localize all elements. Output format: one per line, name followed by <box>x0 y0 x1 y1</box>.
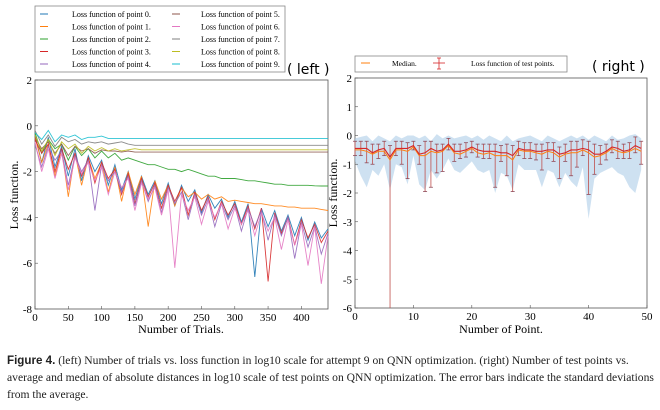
x-tick-label: 40 <box>583 311 595 323</box>
y-tick-label: -3 <box>343 217 353 229</box>
median-line <box>355 144 642 161</box>
series-line-point-4 <box>34 143 329 259</box>
left-x-axis-label: Number of Trials. <box>138 322 224 336</box>
legend-label-point-6: Loss function of point 6. <box>201 23 280 32</box>
y-tick-label: -4 <box>23 212 33 224</box>
y-tick-label: 2 <box>347 73 353 85</box>
series-line-point-0 <box>34 134 329 277</box>
series-line-point-9 <box>34 129 328 143</box>
y-tick-label: -6 <box>23 258 33 270</box>
x-tick-label: 350 <box>260 312 277 324</box>
y-tick-label: -6 <box>343 303 353 315</box>
y-tick-label: 0 <box>27 121 33 133</box>
left-y-axis-label: Loss function. <box>7 161 21 230</box>
y-tick-label: -4 <box>343 246 353 258</box>
right-y-axis-label: Loss function. <box>326 159 340 228</box>
mean-line <box>355 143 642 159</box>
y-tick-label: -2 <box>23 167 32 179</box>
x-tick-label: 400 <box>293 312 310 324</box>
y-tick-label: 2 <box>27 75 33 87</box>
series-line-point-2 <box>34 132 328 187</box>
legend-label-point-4: Loss function of point 4. <box>72 60 151 69</box>
y-tick-label: -5 <box>343 274 353 286</box>
y-tick-label: 1 <box>347 102 353 114</box>
series-line-point-5 <box>34 137 328 157</box>
right-x-axis-label: Number of Point. <box>459 322 543 336</box>
legend-label-point-3: Loss function of point 3. <box>72 48 151 57</box>
series-line-point-8 <box>34 134 328 157</box>
y-tick-label: -2 <box>343 188 352 200</box>
legend-label-point-9: Loss function of point 9. <box>201 60 280 69</box>
right-chart: 0 10 20 30 40 50 -6 -5 -4 -3 -2 -1 0 1 2 Number of Poi… <box>326 73 653 336</box>
x-tick-label: 0 <box>352 311 358 323</box>
legend-errorbar-swatch <box>433 57 445 70</box>
x-tick-label: 10 <box>408 311 420 323</box>
y-tick-label: -8 <box>23 304 33 316</box>
left-legend: Loss function of point 0. Loss function o… <box>34 5 286 73</box>
caption-text: (left) Number of trials vs. loss functio… <box>7 354 654 401</box>
x-tick-label: 200 <box>160 312 177 324</box>
legend-label-point-0: Loss function of point 0. <box>72 10 151 19</box>
x-tick-label: 30 <box>525 311 537 323</box>
figure-charts: Loss function of point 0. Loss function o… <box>7 5 653 336</box>
legend-label-point-8: Loss function of point 8. <box>201 48 280 57</box>
series-line-point-7 <box>34 130 328 148</box>
legend-label-point-1: Loss function of point 1. <box>72 23 151 32</box>
x-tick-label: 250 <box>193 312 210 324</box>
y-tick-label: -1 <box>343 159 352 171</box>
legend-label-point-5: Loss function of point 5. <box>201 10 280 19</box>
panel-label-left: ( left ) <box>287 62 330 78</box>
legend-errorbar-label: Loss function of test points. <box>471 59 555 68</box>
series-line-point-6 <box>34 141 329 284</box>
x-tick-label: 0 <box>32 312 38 324</box>
y-tick-label: 0 <box>347 131 353 143</box>
caption-label: Figure 4. <box>7 354 56 367</box>
x-tick-label: 300 <box>227 312 244 324</box>
legend-median-label: Median. <box>392 59 417 68</box>
x-tick-label: 50 <box>642 311 654 323</box>
range-band <box>355 134 642 219</box>
left-chart: 0 50 100 150 200 250 300 350 400 -8 -6 -4 -2 0 2 Numbe… <box>7 75 329 336</box>
x-tick-label: 50 <box>63 312 75 324</box>
figure-caption: Figure 4. (left) Number of trials vs. lo… <box>7 352 657 403</box>
panel-label-right: ( right ) <box>592 59 645 75</box>
x-tick-label: 100 <box>93 312 110 324</box>
x-tick-label: 150 <box>127 312 144 324</box>
legend-label-point-2: Loss function of point 2. <box>72 35 151 44</box>
right-legend: Median. Loss function of test points. <box>354 55 568 73</box>
right-plot-area <box>354 77 648 309</box>
legend-label-point-7: Loss function of point 7. <box>201 35 280 44</box>
x-tick-label: 20 <box>466 311 478 323</box>
